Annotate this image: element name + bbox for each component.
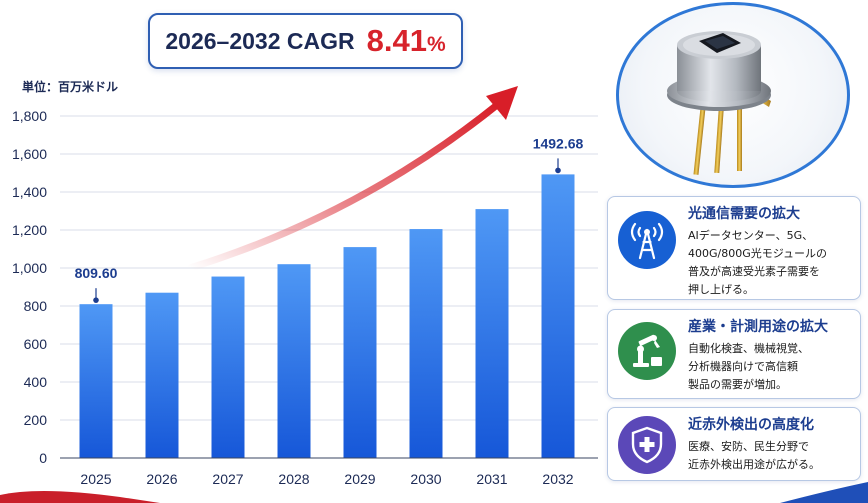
card-nir-detection: 近赤外検出の高度化 医療、安防、民生分野で 近赤外検出用途が広がる。	[607, 407, 861, 481]
card-line: 自動化検査、機械視覚、	[688, 342, 809, 355]
data-label-dot	[93, 297, 99, 303]
card-line: AIデータセンター、5G、	[688, 229, 814, 242]
card-line: 分析機器向けで高信頼	[688, 360, 798, 373]
bar	[79, 304, 113, 458]
cagr-value: 8.41%	[367, 23, 446, 59]
card-line: 医療、安防、民生分野で	[688, 440, 809, 453]
card-description: AIデータセンター、5G、 400G/800G光モジュールの 普及が高速受光素子…	[688, 227, 860, 299]
thermopile-sensor-image	[667, 31, 771, 175]
y-tick-label: 400	[24, 374, 48, 390]
x-tick-label: 2031	[476, 471, 507, 487]
cagr-box: 2026–2032 CAGR 8.41%	[148, 13, 463, 69]
data-label: 809.60	[75, 265, 118, 281]
bar	[145, 292, 179, 458]
card-line: 400G/800G光モジュールの	[688, 247, 827, 260]
y-tick-label: 1,800	[12, 108, 47, 124]
x-tick-label: 2025	[80, 471, 111, 487]
x-tick-label: 2030	[410, 471, 441, 487]
y-tick-label: 1,200	[12, 222, 47, 238]
bar	[541, 174, 575, 458]
antenna-tower-icon	[618, 211, 676, 269]
x-tick-label: 2027	[212, 471, 243, 487]
data-label-dot	[555, 167, 561, 174]
shield-medical-icon	[618, 416, 676, 474]
cagr-label: 2026–2032 CAGR	[165, 27, 355, 54]
card-title: 近赤外検出の高度化	[688, 417, 814, 433]
y-tick-label: 1,400	[12, 184, 47, 200]
y-tick-label: 1,600	[12, 146, 47, 162]
bar	[343, 247, 377, 458]
card-line: 押し上げる。	[688, 283, 754, 296]
bottom-decoration-left	[0, 490, 160, 503]
card-line: 近赤外検出用途が広がる。	[688, 458, 820, 471]
y-tick-label: 1,000	[12, 260, 47, 276]
cagr-number: 8.41	[366, 23, 427, 58]
card-description: 医療、安防、民生分野で 近赤外検出用途が広がる。	[688, 438, 860, 474]
unit-label: 単位：百万米ドル	[22, 80, 119, 94]
data-label: 1492.68	[533, 135, 584, 151]
cagr-unit: %	[426, 33, 446, 56]
x-tick-label: 2026	[146, 471, 177, 487]
bar	[211, 276, 245, 458]
robot-arm-icon	[618, 322, 676, 380]
x-tick-label: 2028	[278, 471, 309, 487]
y-tick-label: 600	[24, 336, 48, 352]
x-tick-label: 2029	[344, 471, 375, 487]
card-title: 光通信需要の拡大	[688, 206, 800, 222]
bar	[475, 209, 509, 458]
bottom-decoration-right	[780, 482, 868, 503]
card-description: 自動化検査、機械視覚、 分析機器向けで高信頼 製品の需要が増加。	[688, 340, 860, 394]
card-title: 産業・計測用途の拡大	[688, 319, 828, 335]
y-tick-label: 200	[24, 412, 48, 428]
trend-arrow	[186, 86, 518, 272]
bar	[277, 264, 311, 458]
y-tick-label: 800	[24, 298, 48, 314]
card-industrial-measurement: 産業・計測用途の拡大 自動化検査、機械視覚、 分析機器向けで高信頼 製品の需要が…	[607, 309, 861, 399]
y-tick-label: 0	[39, 450, 47, 466]
bar	[409, 229, 443, 458]
card-optical-communication: 光通信需要の拡大 AIデータセンター、5G、 400G/800G光モジュールの …	[607, 196, 861, 300]
product-image	[616, 2, 850, 188]
card-line: 製品の需要が増加。	[688, 378, 787, 391]
x-tick-label: 2032	[542, 471, 573, 487]
gridlines	[60, 115, 598, 421]
card-line: 普及が高速受光素子需要を	[688, 265, 820, 278]
